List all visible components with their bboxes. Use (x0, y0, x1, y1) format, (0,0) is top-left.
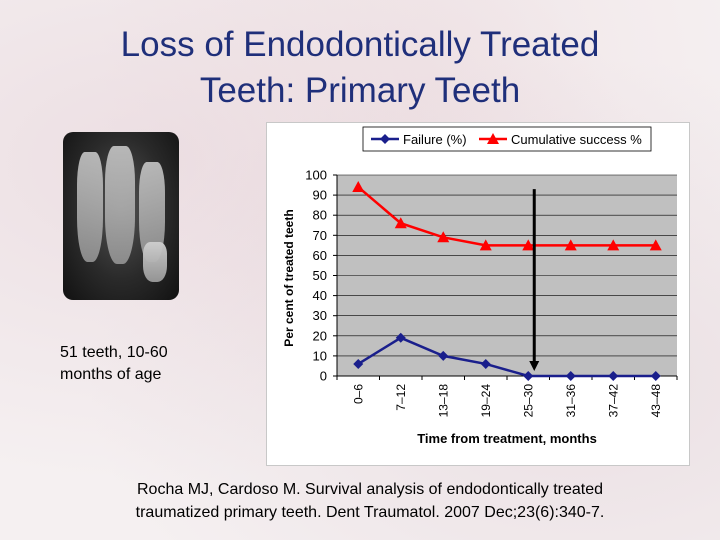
x-axis: 0–6 7–12 13–18 19–24 25–30 31–36 37–42 43–48 (336, 375, 678, 418)
chart-frame: Failure (%) Cumulative success % 0 10 20 30 4… (266, 122, 690, 466)
x-axis-label: Time from treatment, months (417, 431, 597, 446)
legend-marker (380, 134, 390, 144)
caption-line-2: months of age (60, 366, 162, 383)
x-tick-label: 13–18 (436, 384, 450, 418)
dental-xray-image (63, 132, 179, 300)
xray-tooth-shape (143, 242, 167, 282)
data-point-failure (353, 358, 364, 369)
y-axis-label: Per cent of treated teeth (282, 209, 296, 346)
data-point-success (394, 217, 407, 229)
x-tick-label: 43–48 (649, 384, 663, 418)
citation-line-2: traumatized primary teeth. Dent Traumato… (135, 504, 605, 521)
x-tick-label: 7–12 (394, 384, 408, 411)
legend-label: Cumulative success % (511, 132, 642, 147)
series-line-1 (357, 186, 656, 247)
xray-tooth-shape (77, 152, 103, 262)
y-tick-label: 20 (313, 328, 327, 343)
data-point-failure (480, 358, 491, 369)
line-chart: Failure (%) Cumulative success % 0 10 20 30 4… (282, 126, 678, 446)
series-line-0 (357, 336, 656, 378)
data-point-success (522, 239, 535, 251)
legend-marker (487, 133, 499, 144)
y-tick-label: 40 (313, 288, 327, 303)
data-point-success (479, 239, 492, 251)
data-point-failure (523, 371, 534, 381)
title-line-1: Loss of Endodontically Treated (120, 25, 600, 64)
y-tick-label: 30 (313, 308, 327, 323)
data-point-success (437, 231, 450, 243)
y-tick-label: 70 (313, 228, 327, 243)
annotation-arrow-head (529, 360, 540, 371)
slide-title: Loss of Endodontically Treated Teeth: Pr… (40, 22, 680, 114)
chart-series (352, 181, 662, 381)
y-tick-label: 90 (313, 188, 327, 203)
y-tick-label: 80 (313, 208, 327, 223)
title-line-2: Teeth: Primary Teeth (199, 71, 521, 110)
data-point-failure (395, 332, 406, 343)
legend-label: Failure (%) (403, 132, 467, 147)
sample-caption: 51 teeth, 10-60 months of age (60, 342, 220, 386)
x-tick-label: 37–42 (606, 384, 620, 418)
data-point-failure (565, 371, 576, 381)
y-tick-label: 10 (313, 348, 327, 363)
x-tick-label: 31–36 (564, 384, 578, 418)
data-point-success (649, 239, 662, 251)
legend-box (362, 126, 652, 152)
x-tick-label: 0–6 (351, 384, 365, 404)
data-point-success (352, 181, 365, 193)
chart-annotation (529, 189, 540, 371)
xray-tooth-shape (105, 146, 135, 264)
y-tick-label: 50 (313, 268, 327, 283)
citation: Rocha MJ, Cardoso M. Survival analysis o… (60, 478, 680, 524)
data-point-success (607, 239, 620, 251)
caption-line-1: 51 teeth, 10-60 (60, 344, 168, 361)
y-tick-label: 0 (320, 369, 327, 384)
y-tick-label: 100 (305, 168, 327, 183)
data-point-success (564, 239, 577, 251)
data-point-failure (608, 371, 619, 381)
y-tick-label: 60 (313, 248, 327, 263)
data-point-failure (650, 371, 661, 381)
citation-line-1: Rocha MJ, Cardoso M. Survival analysis o… (137, 481, 603, 498)
chart-legend: Failure (%) Cumulative success % (362, 126, 652, 152)
x-tick-label: 25–30 (521, 384, 535, 418)
x-tick-label: 19–24 (479, 384, 493, 418)
y-axis: 0 10 20 30 40 50 60 70 80 90 100 (305, 168, 338, 384)
data-point-failure (438, 350, 449, 361)
